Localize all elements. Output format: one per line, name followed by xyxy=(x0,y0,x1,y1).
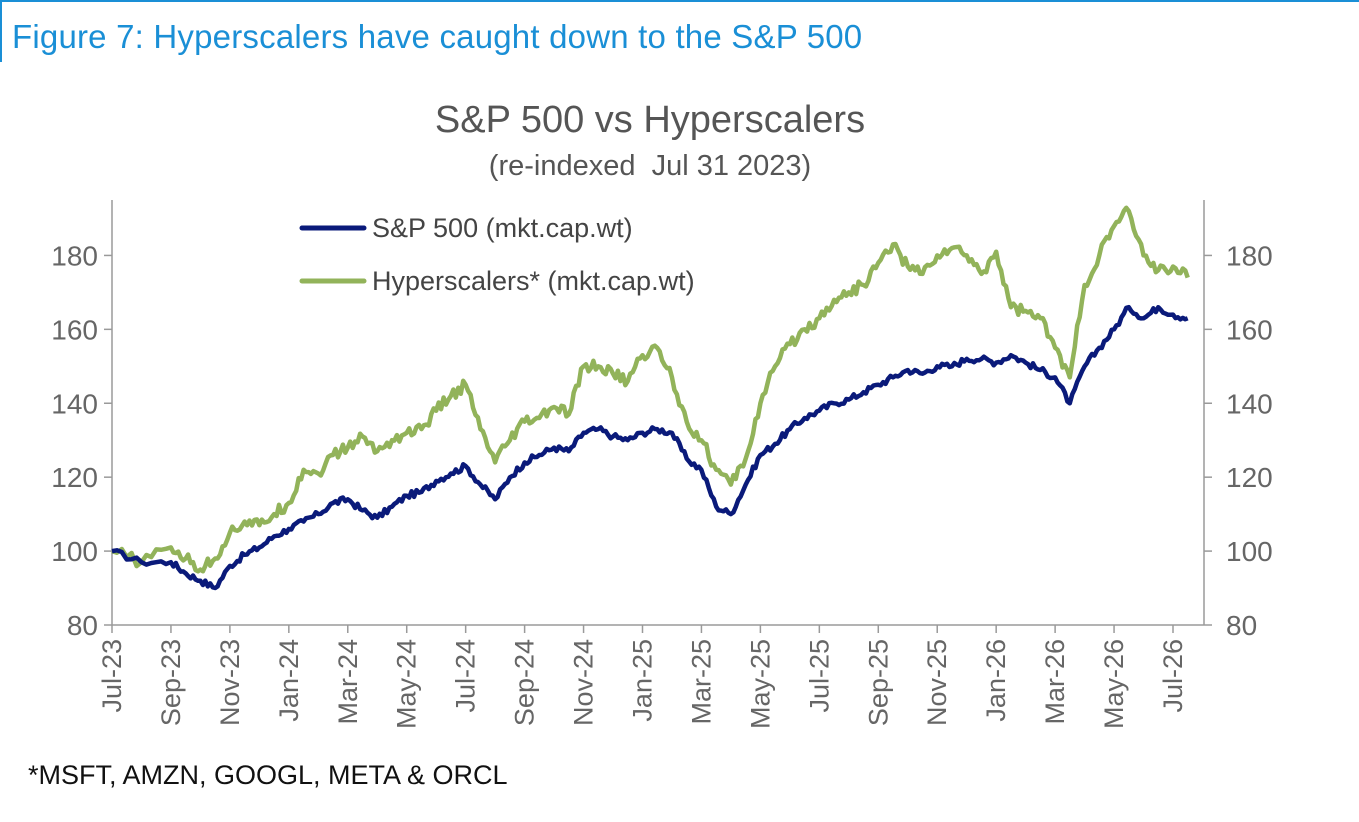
y-tick-label-right: 180 xyxy=(1226,240,1273,271)
legend: S&P 500 (mkt.cap.wt) Hyperscalers* (mkt.… xyxy=(299,213,695,296)
figure-title: Figure 7: Hyperscalers have caught down … xyxy=(12,18,863,55)
footnote: *MSFT, AMZN, GOOGL, META & ORCL xyxy=(28,760,508,790)
y-tick-label-left: 140 xyxy=(51,388,98,419)
x-tick-label: Sep-23 xyxy=(156,639,186,726)
x-tick-label: Jul-26 xyxy=(1158,639,1188,713)
x-tick-label: May-24 xyxy=(392,639,422,729)
y-tick-label-right: 100 xyxy=(1226,536,1273,567)
y-tick-label-left: 100 xyxy=(51,536,98,567)
legend-label-sp500: S&P 500 (mkt.cap.wt) xyxy=(372,213,633,243)
x-tick-label: May-26 xyxy=(1099,639,1129,729)
y-tick-label-right: 120 xyxy=(1226,462,1273,493)
x-tick-label: Jul-25 xyxy=(804,639,834,713)
chart: S&P 500 vs Hyperscalers (re-indexed Jul … xyxy=(51,99,1273,729)
figure-rule-left xyxy=(0,0,2,62)
x-tick-label: Mar-25 xyxy=(686,639,716,725)
figure-rule-top xyxy=(0,0,1359,2)
legend-label-hyperscalers: Hyperscalers* (mkt.cap.wt) xyxy=(372,266,695,296)
series-line-sp500 xyxy=(111,304,1189,591)
y-tick-label-left: 160 xyxy=(51,314,98,345)
chart-subtitle: (re-indexed Jul 31 2023) xyxy=(489,150,811,182)
x-tick-label: Mar-26 xyxy=(1040,639,1070,725)
axes: 80 80 100 100 120 120 140 140 160 160 180 180 Jul-23… xyxy=(51,200,1273,729)
x-tick-label: Jan-26 xyxy=(981,639,1011,722)
x-tick-label: Jul-24 xyxy=(451,639,481,713)
y-tick-label-right: 140 xyxy=(1226,388,1273,419)
y-tick-label-left: 120 xyxy=(51,462,98,493)
y-tick-label-right: 160 xyxy=(1226,314,1273,345)
series-layer xyxy=(111,205,1190,591)
series-line-hyperscalers xyxy=(111,205,1190,574)
x-tick-label: Sep-24 xyxy=(510,639,540,726)
x-tick-label: May-25 xyxy=(745,639,775,729)
x-tick-label: Nov-23 xyxy=(215,639,245,726)
x-tick-label: Nov-25 xyxy=(922,639,952,726)
y-tick-label-left: 180 xyxy=(51,240,98,271)
x-tick-label: Jan-25 xyxy=(628,639,658,722)
x-tick-label: Nov-24 xyxy=(569,639,599,726)
x-tick-label: Jul-23 xyxy=(97,639,127,713)
y-tick-label-left: 80 xyxy=(67,610,98,641)
y-tick-label-right: 80 xyxy=(1226,610,1257,641)
x-tick-label: Mar-24 xyxy=(333,639,363,725)
x-tick-label: Sep-25 xyxy=(863,639,893,726)
figure-header: Figure 7: Hyperscalers have caught down … xyxy=(0,0,1359,62)
x-tick-label: Jan-24 xyxy=(274,639,304,722)
chart-title: S&P 500 vs Hyperscalers xyxy=(435,99,865,141)
